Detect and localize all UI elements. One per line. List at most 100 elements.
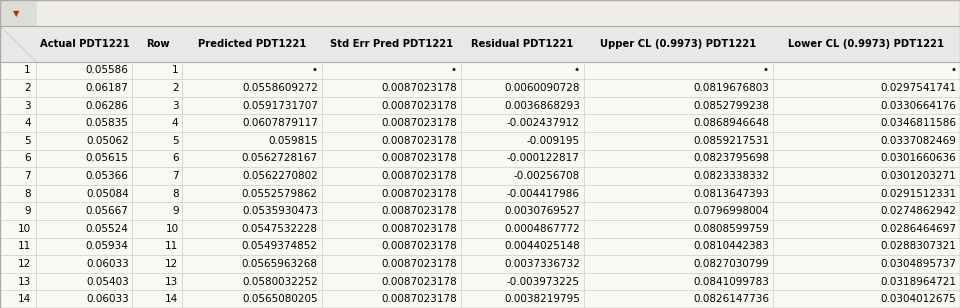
- Text: 2: 2: [24, 83, 31, 93]
- Text: Lower CL (0.9973) PDT1221: Lower CL (0.9973) PDT1221: [788, 39, 945, 49]
- Text: 0.0823338332: 0.0823338332: [693, 171, 769, 181]
- Text: ▼: ▼: [13, 9, 19, 18]
- Text: 0.05366: 0.05366: [85, 171, 129, 181]
- Text: 0.05524: 0.05524: [85, 224, 129, 234]
- Text: 11: 11: [165, 241, 179, 251]
- Bar: [0, 0, 36, 26]
- Bar: [0, 167, 960, 185]
- Text: 0.05835: 0.05835: [85, 118, 129, 128]
- Text: 0.05403: 0.05403: [85, 277, 129, 287]
- Bar: [0, 255, 960, 273]
- Text: 0.0044025148: 0.0044025148: [504, 241, 580, 251]
- Text: 0.05667: 0.05667: [85, 206, 129, 216]
- Text: 0.059815: 0.059815: [268, 136, 318, 146]
- Text: 5: 5: [24, 136, 31, 146]
- Text: 0.0301203271: 0.0301203271: [880, 171, 956, 181]
- Text: 0.0087023178: 0.0087023178: [381, 118, 457, 128]
- Text: 0.0346811586: 0.0346811586: [880, 118, 956, 128]
- Text: 0.0087023178: 0.0087023178: [381, 171, 457, 181]
- Text: 0.0535930473: 0.0535930473: [242, 206, 318, 216]
- Text: 0.0004867772: 0.0004867772: [504, 224, 580, 234]
- Text: 0.05084: 0.05084: [85, 188, 129, 199]
- Text: 0.0607879117: 0.0607879117: [242, 118, 318, 128]
- Text: 0.0087023178: 0.0087023178: [381, 259, 457, 269]
- Text: 12: 12: [165, 259, 179, 269]
- Text: 0.05062: 0.05062: [85, 136, 129, 146]
- Text: 0.0562270802: 0.0562270802: [242, 171, 318, 181]
- Text: 0.06187: 0.06187: [85, 83, 129, 93]
- Text: 0.0087023178: 0.0087023178: [381, 277, 457, 287]
- Text: 0.0087023178: 0.0087023178: [381, 101, 457, 111]
- Text: 0.0337082469: 0.0337082469: [880, 136, 956, 146]
- Text: 0.0852799238: 0.0852799238: [693, 101, 769, 111]
- Text: •: •: [763, 65, 769, 75]
- Text: 0.0823795698: 0.0823795698: [693, 153, 769, 164]
- Text: 0.0030769527: 0.0030769527: [504, 206, 580, 216]
- Text: 9: 9: [24, 206, 31, 216]
- Text: 14: 14: [165, 294, 179, 304]
- Text: 0.06033: 0.06033: [85, 294, 129, 304]
- Text: 0.0301660636: 0.0301660636: [880, 153, 956, 164]
- Text: -0.002437912: -0.002437912: [507, 118, 580, 128]
- Text: 8: 8: [172, 188, 179, 199]
- Text: 0.0565963268: 0.0565963268: [242, 259, 318, 269]
- Text: 0.05934: 0.05934: [85, 241, 129, 251]
- Bar: [0, 114, 960, 132]
- Text: 4: 4: [24, 118, 31, 128]
- Text: 10: 10: [17, 224, 31, 234]
- Text: 0.0036868293: 0.0036868293: [504, 101, 580, 111]
- Bar: [0, 26, 960, 62]
- Text: 0.0819676803: 0.0819676803: [693, 83, 769, 93]
- Text: 0.0547532228: 0.0547532228: [242, 224, 318, 234]
- Text: 4: 4: [172, 118, 179, 128]
- Text: 0.06033: 0.06033: [85, 259, 129, 269]
- Text: 0.0827030799: 0.0827030799: [693, 259, 769, 269]
- Text: 6: 6: [172, 153, 179, 164]
- Text: -0.003973225: -0.003973225: [507, 277, 580, 287]
- Text: 0.0558609272: 0.0558609272: [242, 83, 318, 93]
- Bar: [0, 150, 960, 167]
- Text: 0.0087023178: 0.0087023178: [381, 136, 457, 146]
- Text: 3: 3: [24, 101, 31, 111]
- Text: 0.0060090728: 0.0060090728: [504, 83, 580, 93]
- Text: 0.0810442383: 0.0810442383: [693, 241, 769, 251]
- Text: Upper CL (0.9973) PDT1221: Upper CL (0.9973) PDT1221: [600, 39, 756, 49]
- Text: 5: 5: [172, 136, 179, 146]
- Text: 0.0297541741: 0.0297541741: [880, 83, 956, 93]
- Text: -0.000122817: -0.000122817: [507, 153, 580, 164]
- Bar: [0, 79, 960, 97]
- Text: -0.004417986: -0.004417986: [507, 188, 580, 199]
- Bar: [0, 97, 960, 114]
- Text: 0.0037336732: 0.0037336732: [504, 259, 580, 269]
- Text: Row: Row: [146, 39, 169, 49]
- Text: 0.0304012675: 0.0304012675: [880, 294, 956, 304]
- Text: 0.0286464697: 0.0286464697: [880, 224, 956, 234]
- Text: 8: 8: [24, 188, 31, 199]
- Text: 13: 13: [165, 277, 179, 287]
- Text: •: •: [950, 65, 956, 75]
- Bar: [0, 202, 960, 220]
- Text: 10: 10: [165, 224, 179, 234]
- Bar: [0, 185, 960, 202]
- Text: 0.0813647393: 0.0813647393: [693, 188, 769, 199]
- Text: 0.0562728167: 0.0562728167: [242, 153, 318, 164]
- Text: Residual PDT1221: Residual PDT1221: [471, 39, 573, 49]
- Bar: [0, 220, 960, 237]
- Text: 7: 7: [24, 171, 31, 181]
- Text: 0.0565080205: 0.0565080205: [242, 294, 318, 304]
- Text: •: •: [451, 65, 457, 75]
- Text: 0.0318964721: 0.0318964721: [880, 277, 956, 287]
- Bar: [0, 0, 960, 26]
- Text: -0.009195: -0.009195: [527, 136, 580, 146]
- Text: 1: 1: [172, 65, 179, 75]
- Text: 0.05586: 0.05586: [85, 65, 129, 75]
- Text: •: •: [312, 65, 318, 75]
- Text: 0.0087023178: 0.0087023178: [381, 241, 457, 251]
- Text: 2: 2: [172, 83, 179, 93]
- Text: Std Err Pred PDT1221: Std Err Pred PDT1221: [329, 39, 453, 49]
- Text: 0.0087023178: 0.0087023178: [381, 153, 457, 164]
- Text: 11: 11: [17, 241, 31, 251]
- Text: 0.0591731707: 0.0591731707: [242, 101, 318, 111]
- Text: 0.0552579862: 0.0552579862: [242, 188, 318, 199]
- Text: 0.0087023178: 0.0087023178: [381, 83, 457, 93]
